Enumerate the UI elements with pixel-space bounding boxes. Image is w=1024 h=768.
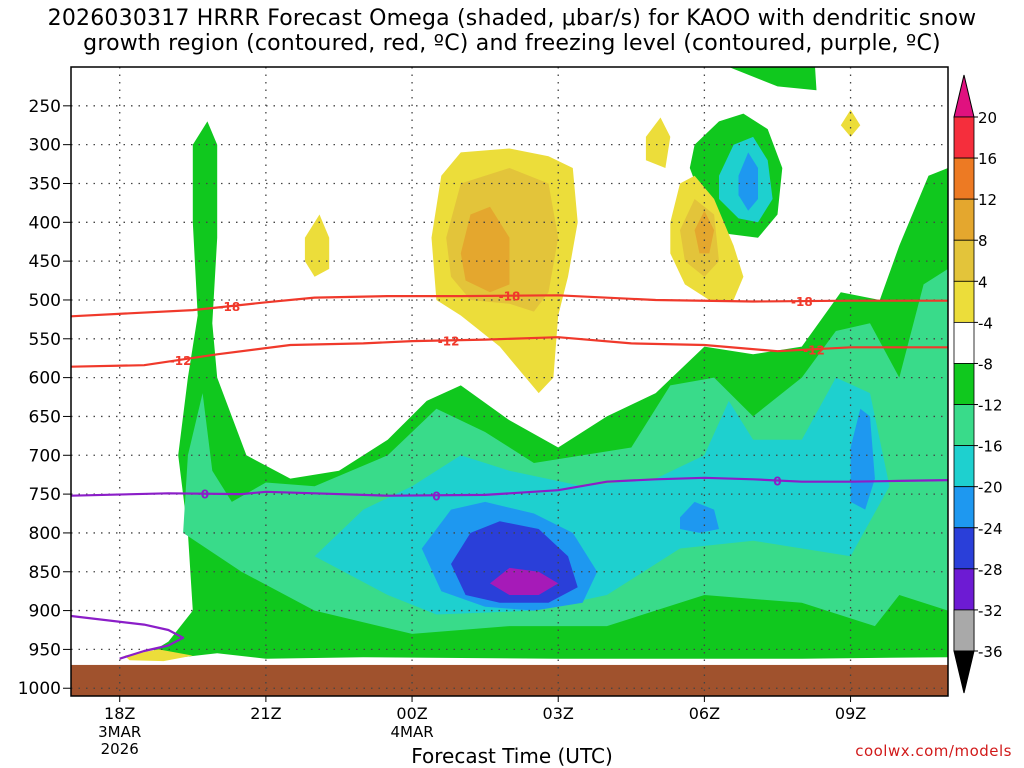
x-tick-label-00Z: 00Z: [396, 704, 427, 723]
contour-label-0-1: -18: [499, 290, 521, 304]
y-tick-label-400: 400: [29, 213, 61, 233]
colorbar-swatch-8: [953, 445, 975, 488]
colorbar-label-2: 12: [978, 191, 997, 209]
x-tick-label-03Z: 03Z: [543, 704, 574, 723]
colorbar-swatch-13: [953, 609, 975, 652]
chart-title-line-1: 2026030317 HRRR Forecast Omega (shaded, …: [47, 6, 977, 31]
contour-label-1-0: -12: [170, 354, 192, 368]
colorbar-label-3: 8: [978, 232, 988, 250]
colorbar-label-0: 20: [978, 109, 997, 127]
y-tick-label-650: 650: [29, 407, 61, 427]
colorbar-label-5: -4: [978, 314, 993, 332]
omega-region-15: [304, 214, 330, 277]
colorbar-under-triangle: [953, 650, 975, 694]
colorbar-label-9: -20: [978, 479, 1003, 497]
contour-line-3: [71, 614, 185, 660]
colorbar-label-13: -36: [978, 643, 1003, 661]
y-tick-label-450: 450: [29, 252, 61, 272]
ground-layer: [71, 664, 948, 696]
x-tick-label-09Z: 09Z: [835, 704, 866, 723]
colorbar-label-11: -28: [978, 561, 1003, 579]
contour-label-0-2: -18: [791, 295, 813, 309]
colorbar-swatch-5: [953, 321, 975, 364]
x-tick-sublabel-3MAR: 3MAR: [98, 723, 141, 741]
colorbar-label-1: 16: [978, 150, 997, 168]
x-tick-label-21Z: 21Z: [250, 704, 281, 723]
contour-line-1: [71, 336, 948, 368]
y-tick-label-850: 850: [29, 563, 61, 583]
chart-title: 2026030317 HRRR Forecast Omega (shaded, …: [0, 6, 1024, 56]
colorbar-label-10: -24: [978, 520, 1003, 538]
colorbar-swatch-2: [953, 198, 975, 241]
y-tick-label-350: 350: [29, 174, 61, 194]
x-tick-label-18Z: 18Z: [104, 704, 135, 723]
colorbar: 20 16 12 8 4 -4 -8 -12 -16 -20 -24 -28 -32 -36: [953, 74, 1003, 694]
x-tick-sublabel-4MAR: 4MAR: [390, 723, 433, 741]
contour-label-0-0: -18: [219, 300, 241, 314]
colorbar-swatch-1: [953, 157, 975, 200]
colorbar-label-6: -8: [978, 355, 993, 373]
contour-label-2-2: 0: [773, 475, 781, 489]
colorbar-label-4: 4: [978, 273, 988, 291]
x-axis-label: Forecast Time (UTC): [411, 744, 613, 768]
omega-region-1: [728, 67, 817, 91]
omega-region-14: [645, 117, 671, 168]
y-tick-label-950: 950: [29, 640, 61, 660]
colorbar-label-7: -12: [978, 397, 1003, 415]
omega-region-7: [850, 408, 875, 510]
y-tick-label-750: 750: [29, 485, 61, 505]
colorbar-swatch-7: [953, 404, 975, 447]
contour-label-1-1: -12: [438, 334, 460, 348]
colorbar-over-triangle: [953, 74, 975, 118]
contour-label-1-2: -12: [803, 343, 825, 357]
omega-region-17: [124, 649, 193, 662]
y-axis: 250 300 350 400 450 500 550 600 650 700 750 800 850 9…: [18, 97, 71, 699]
omega-region-20: [460, 206, 510, 293]
y-tick-label-900: 900: [29, 602, 61, 622]
y-tick-label-1000: 1000: [18, 679, 61, 699]
omega-region-8: [738, 152, 758, 211]
omega-shading: [124, 67, 948, 662]
omega-region-11: [490, 567, 559, 595]
y-tick-label-250: 250: [29, 97, 61, 117]
omega-region-9: [680, 501, 719, 533]
plot-frame: [70, 66, 949, 697]
site-credit: coolwx.com/models: [855, 742, 1012, 760]
y-tick-label-800: 800: [29, 524, 61, 544]
colorbar-swatch-3: [953, 239, 975, 282]
colorbar-swatch-6: [953, 363, 975, 405]
y-tick-label-500: 500: [29, 291, 61, 311]
colorbar-swatch-9: [953, 486, 975, 529]
colorbar-swatch-11: [953, 568, 975, 611]
temperature-contours: -18 -18 -18 -12 -12 -12 0 0 0: [71, 290, 948, 660]
contour-line-2: [71, 476, 948, 497]
x-tick-label-06Z: 06Z: [689, 704, 720, 723]
contour-label-2-0: 0: [201, 488, 209, 502]
contour-label-2-1: 0: [432, 489, 440, 503]
y-tick-label-600: 600: [29, 369, 61, 389]
colorbar-swatch-10: [953, 527, 975, 570]
ground-fill: [71, 664, 948, 696]
colorbar-label-8: -16: [978, 438, 1003, 456]
y-tick-label-700: 700: [29, 446, 61, 466]
colorbar-swatch-4: [953, 280, 975, 323]
y-tick-label-550: 550: [29, 330, 61, 350]
omega-region-16: [840, 109, 861, 137]
chart-title-line-2: growth region (contoured, red, ºC) and f…: [83, 31, 941, 56]
colorbar-label-12: -32: [978, 602, 1003, 620]
colorbar-swatch-0: [953, 116, 975, 159]
y-tick-label-300: 300: [29, 136, 61, 156]
x-tick-sublabel-2026: 2026: [101, 740, 139, 758]
contour-line-0: [71, 294, 948, 318]
